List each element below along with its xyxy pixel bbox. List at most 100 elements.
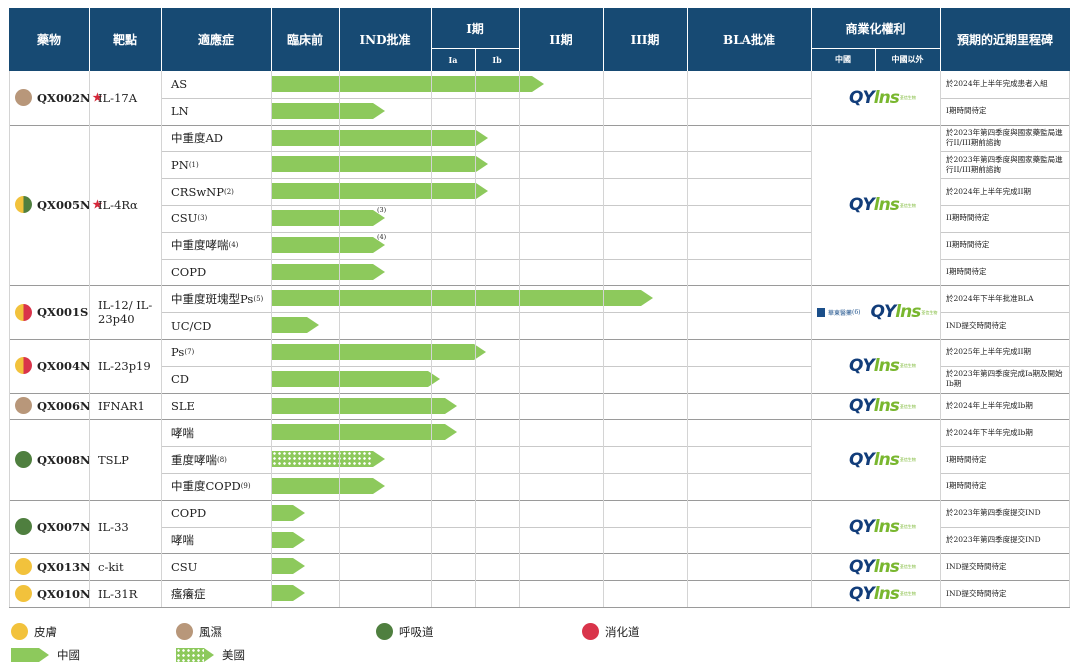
- rights-logo: QYlns 荃信生物: [849, 449, 918, 471]
- arrow-footnote: (3): [377, 206, 387, 214]
- milestone-text: 於2024年上半年完成Ib期: [946, 400, 1033, 410]
- company-logo-text-b: lns: [873, 195, 900, 215]
- indication-label: 瘙癢症: [171, 580, 206, 607]
- company-logo-subtitle: 荃信生物: [899, 524, 916, 530]
- company-logo-text-b: lns: [873, 396, 900, 416]
- table-header: 藥物 靶點 適應症 臨床前 IND批准 I期 Ia Ib II期 III期 BL…: [9, 8, 1070, 71]
- progress-arrow: [272, 558, 305, 575]
- indication-label: 哮喘: [171, 527, 194, 554]
- progress-arrow-head: [641, 290, 654, 307]
- row-divider: [940, 526, 1070, 528]
- progress-arrow-body: [272, 451, 373, 468]
- indication-label: 哮喘: [171, 419, 194, 446]
- row-divider: [940, 312, 1070, 314]
- indication-text: CSU: [171, 211, 198, 226]
- milestone-text: 於2023年第四季度與國家藥監局進行II/III期前諮詢: [946, 154, 1063, 174]
- indication-text: 哮喘: [171, 532, 194, 547]
- rights-logo: 華東醫藥 (6) QYlns 荃信生物: [817, 301, 939, 323]
- legend-label: 風濕: [199, 624, 222, 639]
- indication-label: 中重度斑塊型Ps (5): [171, 285, 263, 312]
- target-name: c-kit: [98, 559, 124, 574]
- progress-arrow-body: [272, 210, 373, 226]
- header-rights-outside: 中國以外: [891, 54, 924, 64]
- indication-label: CSU (3): [171, 205, 207, 232]
- milestone-text: 於2023年第四季度提交IND: [946, 534, 1041, 544]
- drug-name: QX006N: [15, 393, 90, 420]
- drug-name: QX007N: [15, 500, 90, 554]
- company-logo-subtitle: 荃信生物: [899, 95, 916, 101]
- indication-label: 中重度AD: [171, 125, 223, 152]
- legend-arrow-icon: [176, 648, 214, 662]
- indication-text: 重度哮喘: [171, 452, 217, 467]
- category-dot-icon: [15, 558, 32, 576]
- rights-logo: QYlns 荃信生物: [849, 395, 918, 417]
- grid-line: [89, 71, 90, 607]
- row-divider: [940, 473, 1070, 474]
- drug-label: QX010N: [37, 586, 91, 601]
- header-divider: [811, 48, 940, 49]
- header-preclinical: 臨床前: [286, 33, 323, 47]
- drug-label: QX004N: [37, 358, 91, 373]
- indication-label: CSU: [171, 553, 197, 580]
- header-phase1a: Ia: [448, 54, 458, 65]
- progress-arrow: [272, 183, 489, 200]
- company-logo-text-b: lns: [895, 302, 921, 323]
- target-name: IL-4Rα: [98, 197, 138, 212]
- target-name: IL-31R: [98, 586, 138, 601]
- legend-arrow-head: [204, 648, 214, 662]
- progress-arrow-body: [272, 531, 293, 548]
- progress-arrow-body: [272, 370, 428, 387]
- legend-arrow-body: [176, 648, 204, 662]
- drug-name: QX001S: [15, 285, 88, 339]
- star-icon: ★: [92, 198, 103, 212]
- legend-dot-icon: [176, 623, 193, 640]
- company-logo: QYlns: [849, 584, 900, 604]
- milestone-text: I期時間待定: [946, 266, 987, 276]
- company-logo-subtitle: 荃信生物: [899, 363, 916, 369]
- legend-category: 消化道: [582, 623, 640, 640]
- drug-label: QX013N: [37, 559, 91, 574]
- progress-arrow-head: [476, 156, 489, 173]
- progress-arrow-head: [445, 397, 458, 414]
- partner-logo: 華東醫藥 (6): [817, 307, 861, 317]
- header-phase3: III期: [630, 33, 660, 47]
- drug-label: QX005N: [37, 197, 91, 212]
- rights-logo: QYlns 荃信生物: [849, 583, 918, 605]
- indication-label: COPD: [171, 500, 206, 527]
- row-divider: [161, 365, 811, 367]
- indication-footnote: (2): [223, 187, 234, 196]
- category-dot-icon: [15, 89, 32, 107]
- row-divider: [161, 151, 811, 153]
- milestone-text: 於2023年第四季度完成Ia期及開始Ib期: [946, 369, 1063, 389]
- drug-name: QX002N ★: [15, 71, 102, 125]
- header-divider: [431, 8, 432, 71]
- indication-footnote: (3): [197, 214, 208, 223]
- indication-text: 中重度哮喘: [171, 238, 229, 253]
- category-dot-icon: [15, 585, 32, 603]
- progress-arrow-body: [272, 397, 446, 414]
- category-dot-icon: [15, 303, 32, 321]
- drug-label: QX006N: [37, 398, 91, 413]
- company-logo: QYlns: [849, 557, 900, 577]
- milestone-text: 於2025年上半年完成II期: [946, 347, 1032, 357]
- row-divider: [940, 258, 1070, 260]
- grid-line: [1069, 71, 1070, 607]
- indication-text: 瘙癢症: [171, 586, 206, 601]
- progress-arrow-body: [272, 290, 642, 307]
- progress-arrow: [272, 102, 385, 119]
- legend-dot-icon: [376, 623, 393, 640]
- progress-arrow-body: [272, 263, 373, 280]
- block-divider: [9, 607, 1070, 608]
- legend-category: 風濕: [176, 623, 222, 640]
- company-logo-text-a: QY: [849, 355, 875, 376]
- progress-arrow-head: [476, 183, 489, 200]
- milestone-text: II期時間待定: [946, 213, 990, 223]
- progress-arrow: [272, 504, 305, 521]
- company-logo-subtitle: 荃信生物: [899, 564, 916, 570]
- legend-label: 皮膚: [34, 624, 57, 639]
- header-phase1: I期: [466, 21, 484, 36]
- legend-category: 呼吸道: [376, 623, 434, 640]
- company-logo-text-b: lns: [873, 449, 900, 470]
- header-divider: [89, 8, 90, 71]
- header-drug: 藥物: [36, 33, 61, 47]
